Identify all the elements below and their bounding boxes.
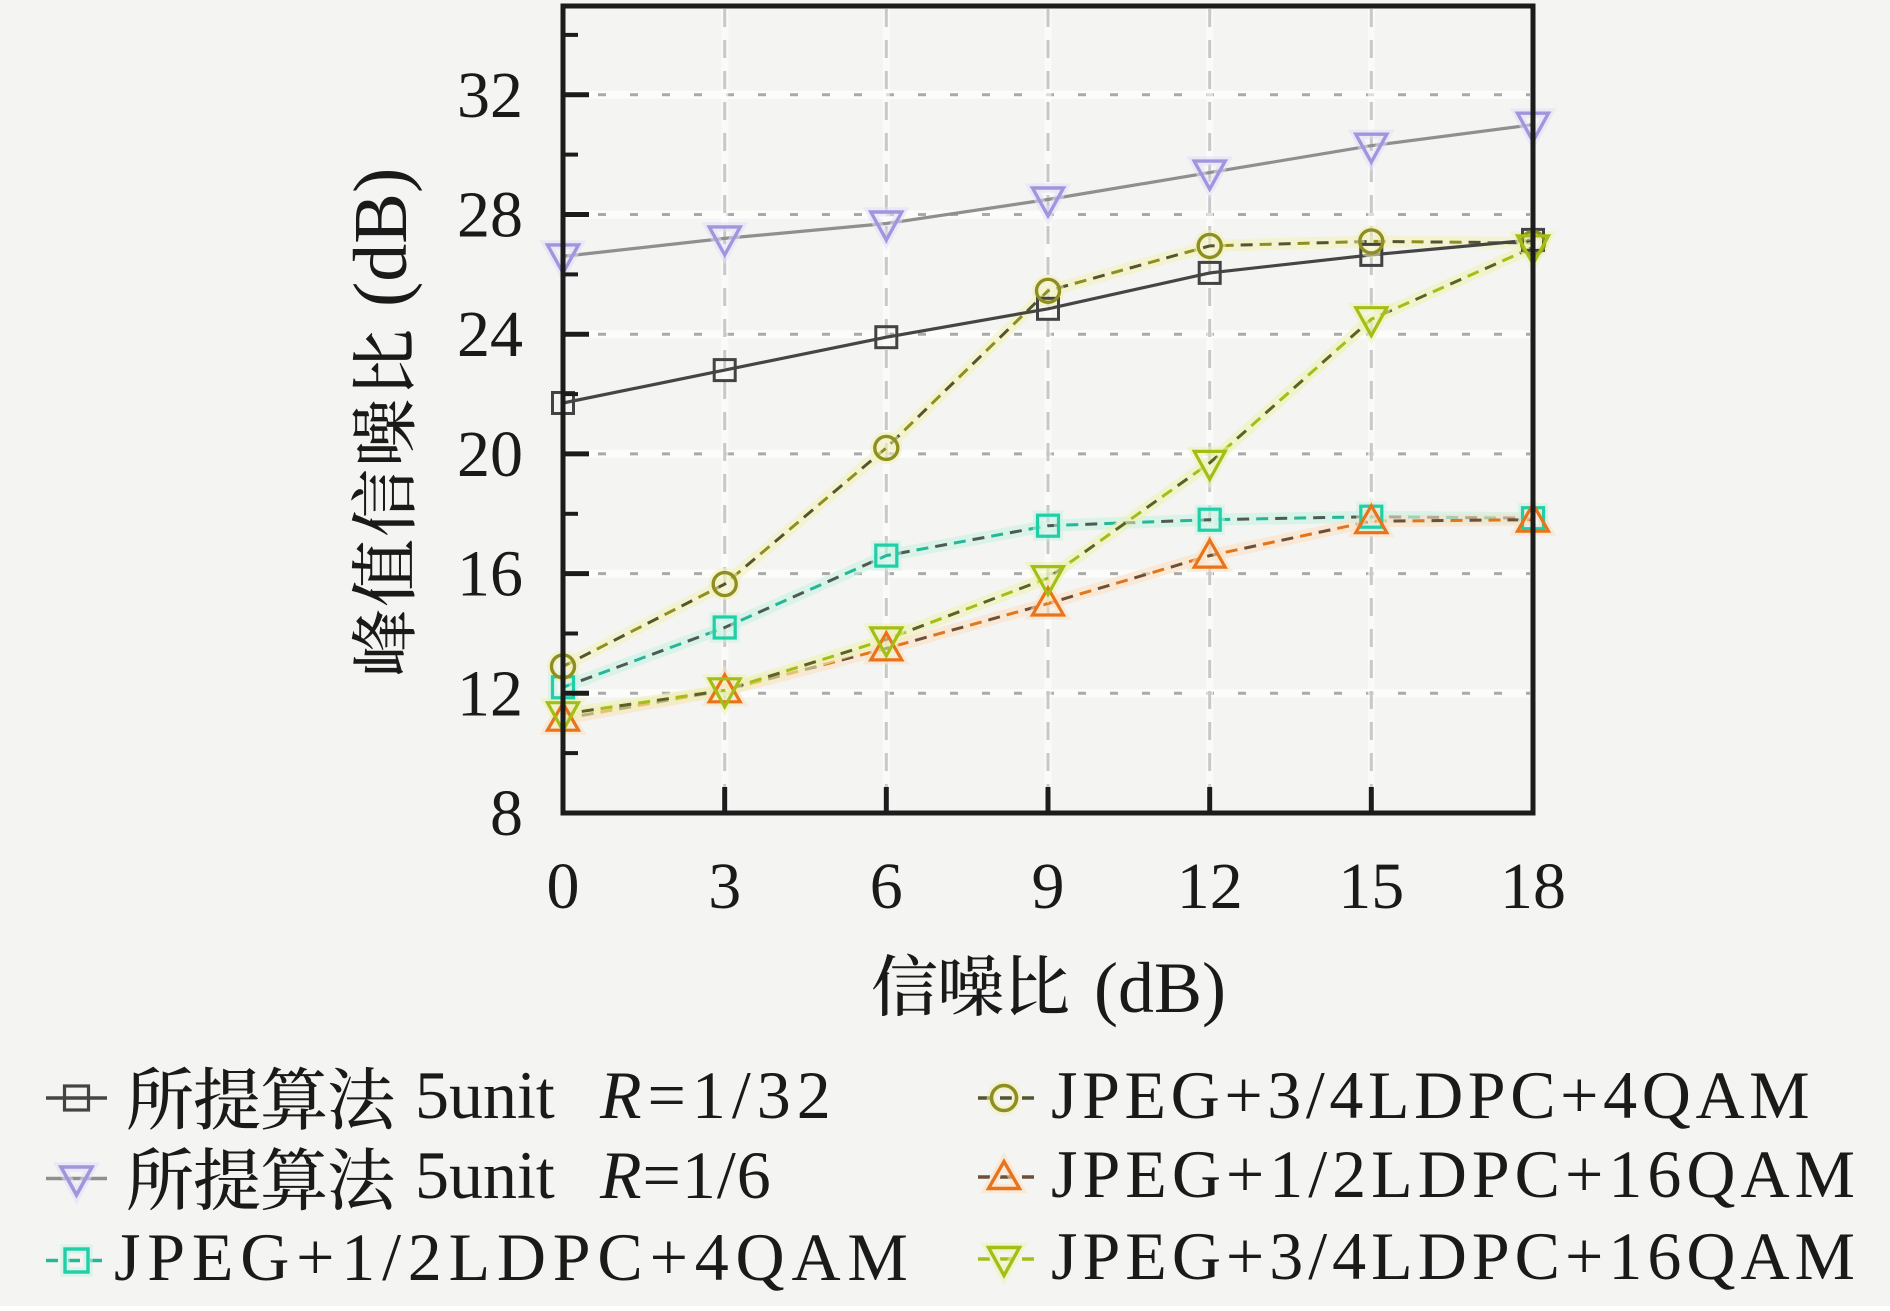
svg-text:15: 15: [1338, 850, 1404, 923]
svg-text:5unit: 5unit: [415, 1057, 555, 1133]
svg-text:JPEG+3/4LDPC+16QAM: JPEG+3/4LDPC+16QAM: [1051, 1218, 1860, 1294]
svg-text:32: 32: [457, 59, 523, 132]
svg-text:18: 18: [1500, 850, 1566, 923]
svg-text:28: 28: [457, 179, 523, 252]
svg-text:6: 6: [870, 850, 903, 923]
svg-text:8: 8: [490, 777, 523, 850]
svg-text:R=1/6: R=1/6: [599, 1137, 772, 1213]
svg-text:JPEG+1/2LDPC+16QAM: JPEG+1/2LDPC+16QAM: [1051, 1136, 1860, 1212]
svg-text:0: 0: [547, 850, 580, 923]
svg-text:20: 20: [457, 418, 523, 491]
svg-text:12: 12: [1177, 850, 1243, 923]
svg-text:R=1/32: R=1/32: [599, 1057, 837, 1133]
svg-text:JPEG+3/4LDPC+4QAM: JPEG+3/4LDPC+4QAM: [1051, 1057, 1814, 1133]
svg-text:9: 9: [1032, 850, 1065, 923]
svg-text:(dB): (dB): [1094, 948, 1226, 1028]
svg-text:24: 24: [457, 298, 523, 371]
svg-text:16: 16: [457, 538, 523, 611]
svg-text:(dB): (dB): [339, 168, 423, 307]
svg-text:12: 12: [457, 657, 523, 730]
svg-text:3: 3: [708, 850, 741, 923]
svg-text:JPEG+1/2LDPC+4QAM: JPEG+1/2LDPC+4QAM: [114, 1219, 915, 1295]
svg-text:5unit: 5unit: [415, 1137, 555, 1213]
